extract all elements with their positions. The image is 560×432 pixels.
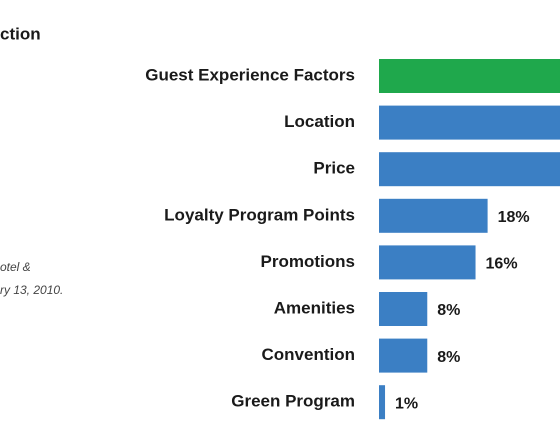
y-tick-label: Price: [313, 159, 355, 178]
bar: [379, 198, 488, 233]
value-label: 16%: [486, 256, 518, 273]
bar: [379, 338, 428, 373]
value-label: 18%: [498, 209, 530, 226]
source-note: ry 13, 2010.: [0, 283, 63, 297]
value-label: 8%: [437, 302, 460, 319]
value-label: 8%: [437, 349, 460, 366]
bar: [379, 152, 560, 187]
y-tick-label: Guest Experience Factors: [145, 65, 355, 84]
bar: [379, 245, 476, 280]
bar: [379, 59, 560, 93]
source-note: otel &: [0, 260, 31, 274]
y-tick-label: Green Program: [231, 392, 355, 411]
chart-title: ction: [0, 24, 41, 43]
y-tick-label: Promotions: [261, 252, 355, 271]
y-tick-label: Convention: [262, 345, 356, 364]
bar: [379, 292, 428, 326]
y-tick-label: Loyalty Program Points: [164, 205, 355, 224]
value-label: 1%: [395, 395, 418, 412]
bar: [379, 105, 560, 140]
y-tick-label: Location: [284, 112, 355, 131]
y-tick-label: Amenities: [274, 298, 355, 317]
bar: [379, 385, 386, 420]
